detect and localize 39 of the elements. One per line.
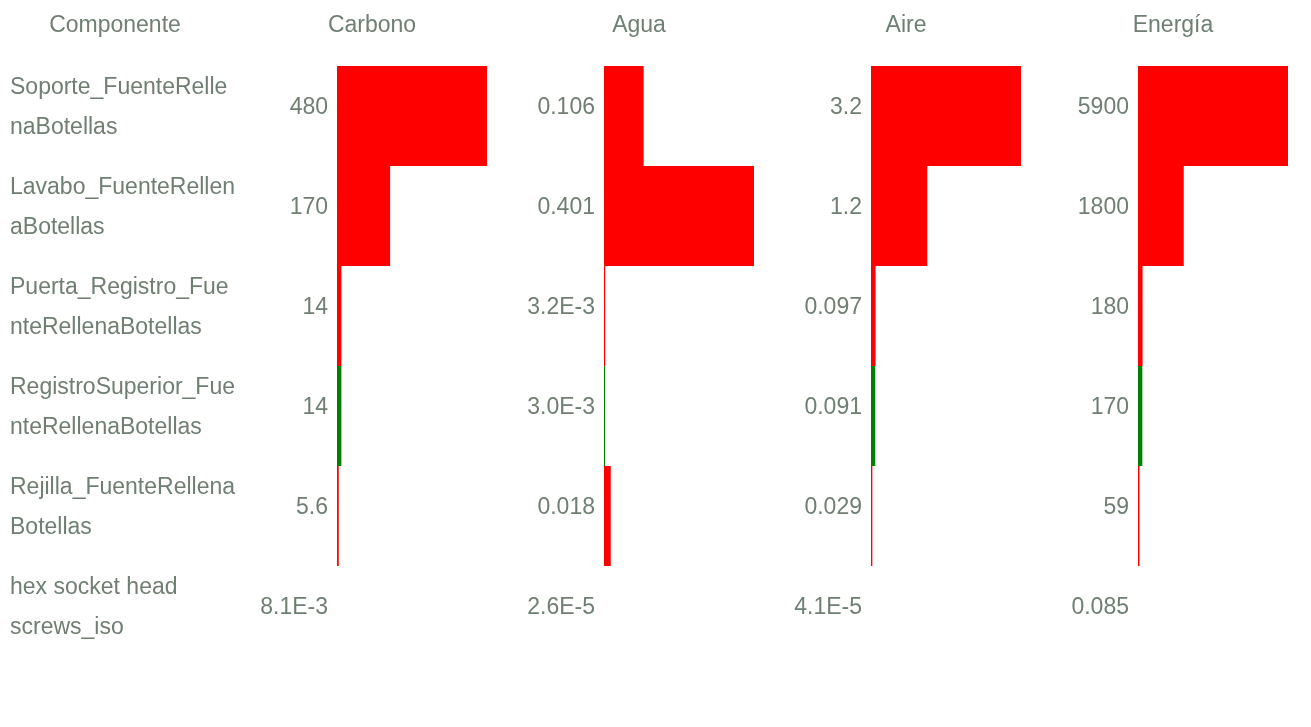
data-label: 14	[302, 393, 329, 419]
bar	[337, 366, 342, 466]
data-label: 5900	[1077, 93, 1129, 119]
data-label: 180	[1090, 293, 1129, 319]
chart-title: Aire	[885, 11, 927, 37]
y-tick-label: Soporte_FuenteRellenaBotellas	[10, 73, 228, 139]
data-label: 3.2E-3	[527, 293, 595, 319]
data-label: 170	[289, 193, 328, 219]
data-label: 59	[1103, 493, 1129, 519]
data-label: 5.6	[296, 493, 328, 519]
chart-title: Energía	[1132, 11, 1214, 37]
data-label: 3.2	[830, 93, 862, 119]
data-label: 3.0E-3	[527, 393, 595, 419]
y-tick-label: RegistroSuperior_FuenteRellenaBotellas	[10, 373, 236, 439]
y-tick-label: Rejilla_FuenteRellenaBotellas	[10, 473, 236, 539]
data-label: 0.401	[537, 193, 595, 219]
data-label: 0.091	[804, 393, 862, 419]
data-label: 0.029	[804, 493, 862, 519]
data-label: 1.2	[830, 193, 862, 219]
data-label: 170	[1090, 393, 1129, 419]
y-axis-title: Componente	[49, 11, 181, 37]
data-label: 4.1E-5	[794, 593, 862, 619]
y-tick-label: Lavabo_FuenteRellenaBotellas	[10, 173, 236, 239]
data-label: 14	[302, 293, 329, 319]
bar	[1138, 366, 1143, 466]
bar	[871, 366, 876, 466]
data-label: 2.6E-5	[527, 593, 595, 619]
data-label: 0.097	[804, 293, 862, 319]
data-label: 0.018	[537, 493, 595, 519]
data-label: 1800	[1077, 193, 1129, 219]
bar	[604, 466, 611, 566]
data-label: 8.1E-3	[260, 593, 328, 619]
y-tick-label: Puerta_Registro_FuenteRellenaBotellas	[10, 273, 229, 339]
y-tick-label: hex socket head screws_iso	[10, 573, 178, 639]
chart-title: Agua	[612, 11, 667, 37]
chart-title: Carbono	[327, 11, 417, 37]
data-label: 0.085	[1071, 593, 1129, 619]
data-label: 480	[289, 93, 328, 119]
data-label: 0.106	[537, 93, 595, 119]
